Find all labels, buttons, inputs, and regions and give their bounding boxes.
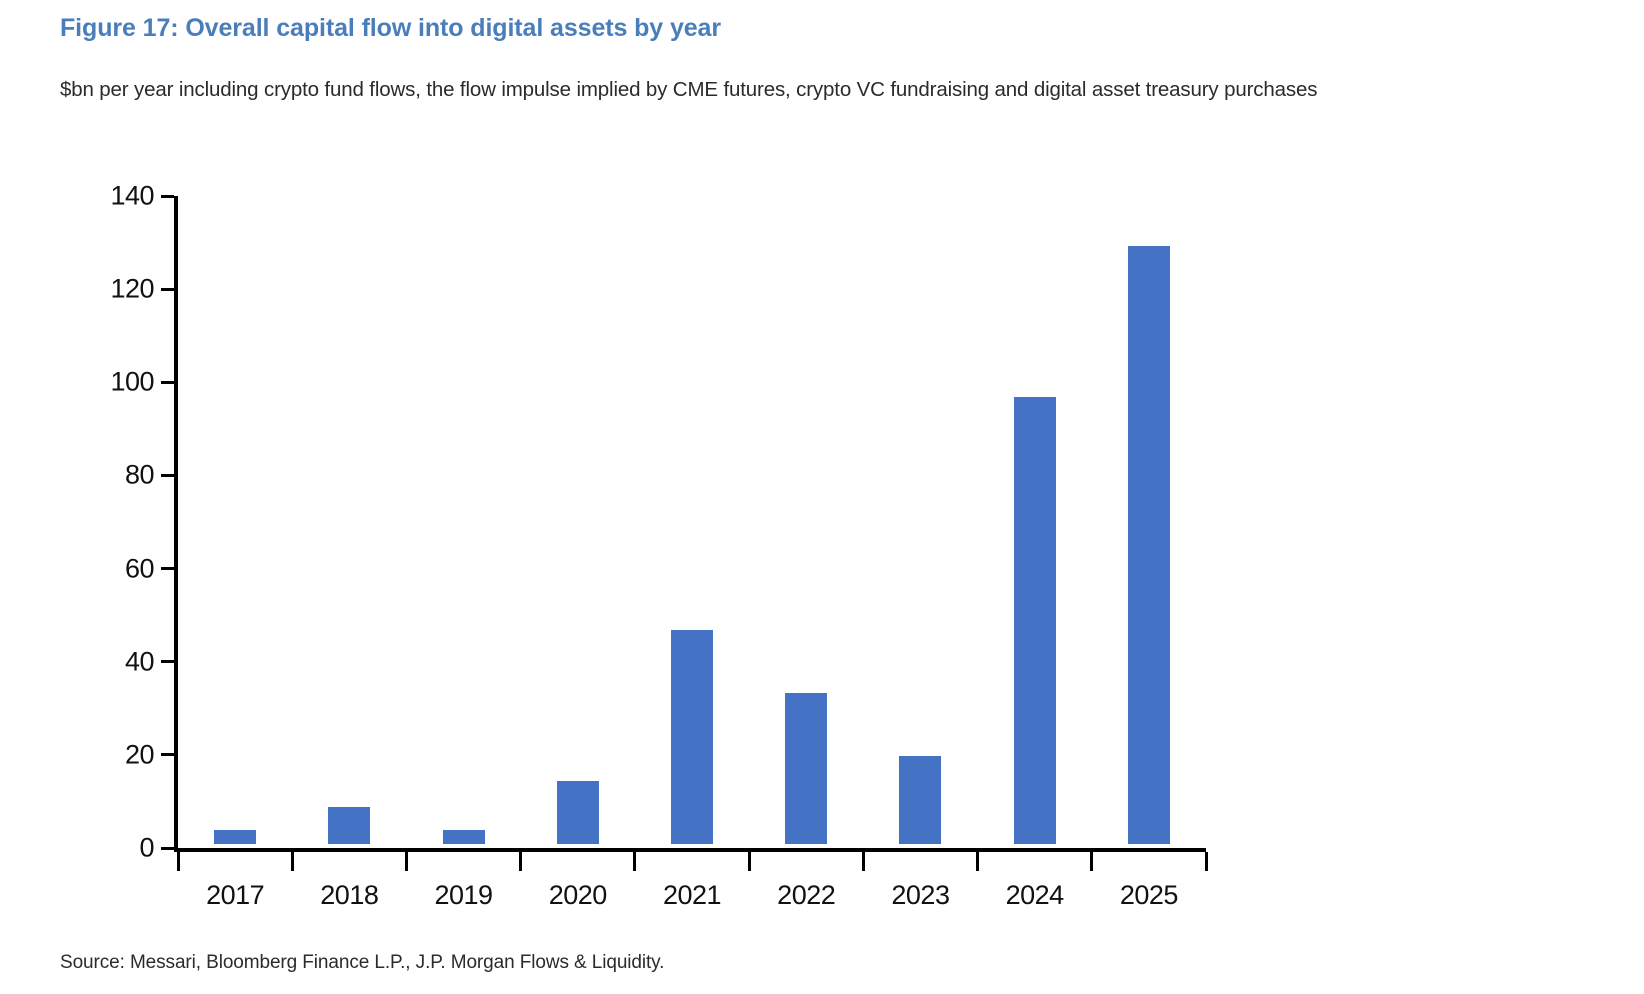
bar <box>785 692 828 844</box>
x-axis-line <box>174 848 1206 852</box>
x-axis-tick <box>861 852 865 871</box>
bar <box>556 781 599 844</box>
y-axis-tick-label: 120 <box>110 273 154 304</box>
y-axis-tick <box>161 287 174 291</box>
x-axis-tick-label: 2019 <box>434 880 494 910</box>
y-axis-tick <box>161 660 174 664</box>
y-axis-tick <box>161 194 174 198</box>
x-axis-tick <box>1204 852 1208 871</box>
bar <box>1127 245 1170 844</box>
bar <box>899 755 942 844</box>
x-axis-tick-label: 2017 <box>206 880 265 910</box>
x-axis-tick-label: 2024 <box>1005 880 1065 910</box>
figure-subtitle: $bn per year including crypto fund flows… <box>60 78 1318 101</box>
x-axis-tick-label: 2020 <box>548 880 608 910</box>
bar <box>671 629 713 844</box>
y-axis-tick-label: 80 <box>124 459 155 490</box>
x-axis-tick <box>404 852 408 871</box>
figure-title: Figure 17: Overall capital flow into dig… <box>60 14 721 42</box>
x-axis-tick <box>633 852 637 871</box>
x-axis-tick <box>519 852 523 871</box>
y-axis-tick-label: 60 <box>124 553 155 584</box>
y-axis-tick-label: 20 <box>124 739 155 770</box>
y-axis-tick <box>161 473 174 477</box>
y-axis-tick-label: 0 <box>139 832 154 863</box>
x-axis-tick-label: 2025 <box>1119 880 1179 910</box>
y-axis-tick <box>161 846 174 850</box>
y-axis-tick-label: 100 <box>110 366 154 397</box>
bar <box>1013 396 1056 844</box>
x-axis-tick <box>176 852 180 871</box>
x-axis-tick <box>290 852 294 871</box>
y-axis-line <box>174 196 178 852</box>
y-axis-tick-label: 140 <box>110 180 154 211</box>
x-axis-tick-label: 2018 <box>320 880 379 910</box>
y-axis-tick <box>161 567 174 571</box>
x-axis-tick-label: 2023 <box>891 880 950 910</box>
bar <box>214 830 257 844</box>
plot-area: 0 20 40 60 80 100 120 140 2017 2018 2019 2020 2021 2… <box>110 181 1208 910</box>
x-axis-tick-label: 2021 <box>662 880 722 910</box>
bar <box>442 830 485 844</box>
x-axis-tick <box>1090 852 1094 871</box>
y-axis-tick <box>161 380 174 384</box>
bar <box>328 806 371 844</box>
x-axis-tick <box>747 852 751 871</box>
y-axis-tick-label: 40 <box>124 646 155 677</box>
source-note: Source: Messari, Bloomberg Finance L.P.,… <box>60 952 665 973</box>
x-axis-tick <box>976 852 980 871</box>
x-axis-tick-label: 2022 <box>777 880 836 910</box>
y-axis-tick <box>161 753 174 757</box>
